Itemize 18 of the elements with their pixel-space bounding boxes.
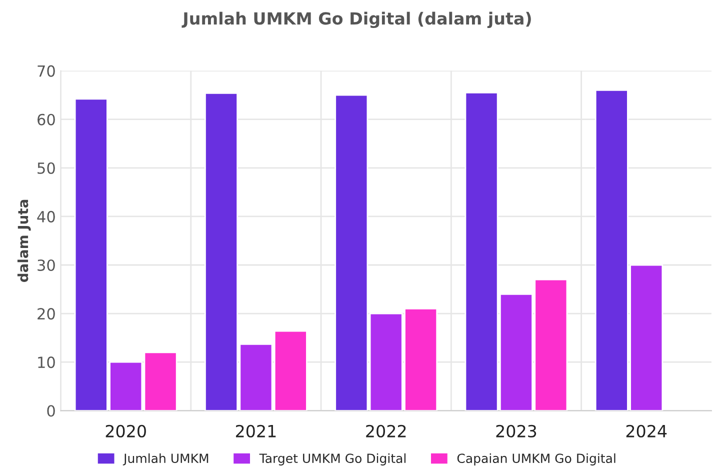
legend-label: Capaian UMKM Go Digital [457, 453, 616, 466]
x-tick-label: 2021 [236, 424, 276, 438]
y-tick-label: 20 [38, 308, 55, 320]
y-tick-label: 10 [38, 356, 55, 368]
y-tick-label: 60 [38, 114, 55, 126]
x-tick-label: 2023 [496, 424, 536, 438]
chart-title: Jumlah UMKM Go Digital (dalam juta) [182, 12, 531, 28]
x-tick-label: 2020 [106, 424, 146, 438]
x-tick-label: 2022 [366, 424, 406, 438]
y-tick-label: 40 [37, 210, 55, 222]
x-tick-label: 2024 [626, 424, 667, 438]
y-axis-title: dalam Juta [17, 200, 31, 282]
legend-label: Jumlah UMKM [122, 453, 208, 466]
y-tick-label: 50 [38, 162, 55, 174]
y-tick-label: 30 [38, 259, 55, 272]
y-tick-label: 70 [38, 65, 55, 77]
legend-label: Target UMKM Go Digital [259, 453, 406, 466]
y-tick-label: 0 [47, 405, 55, 417]
